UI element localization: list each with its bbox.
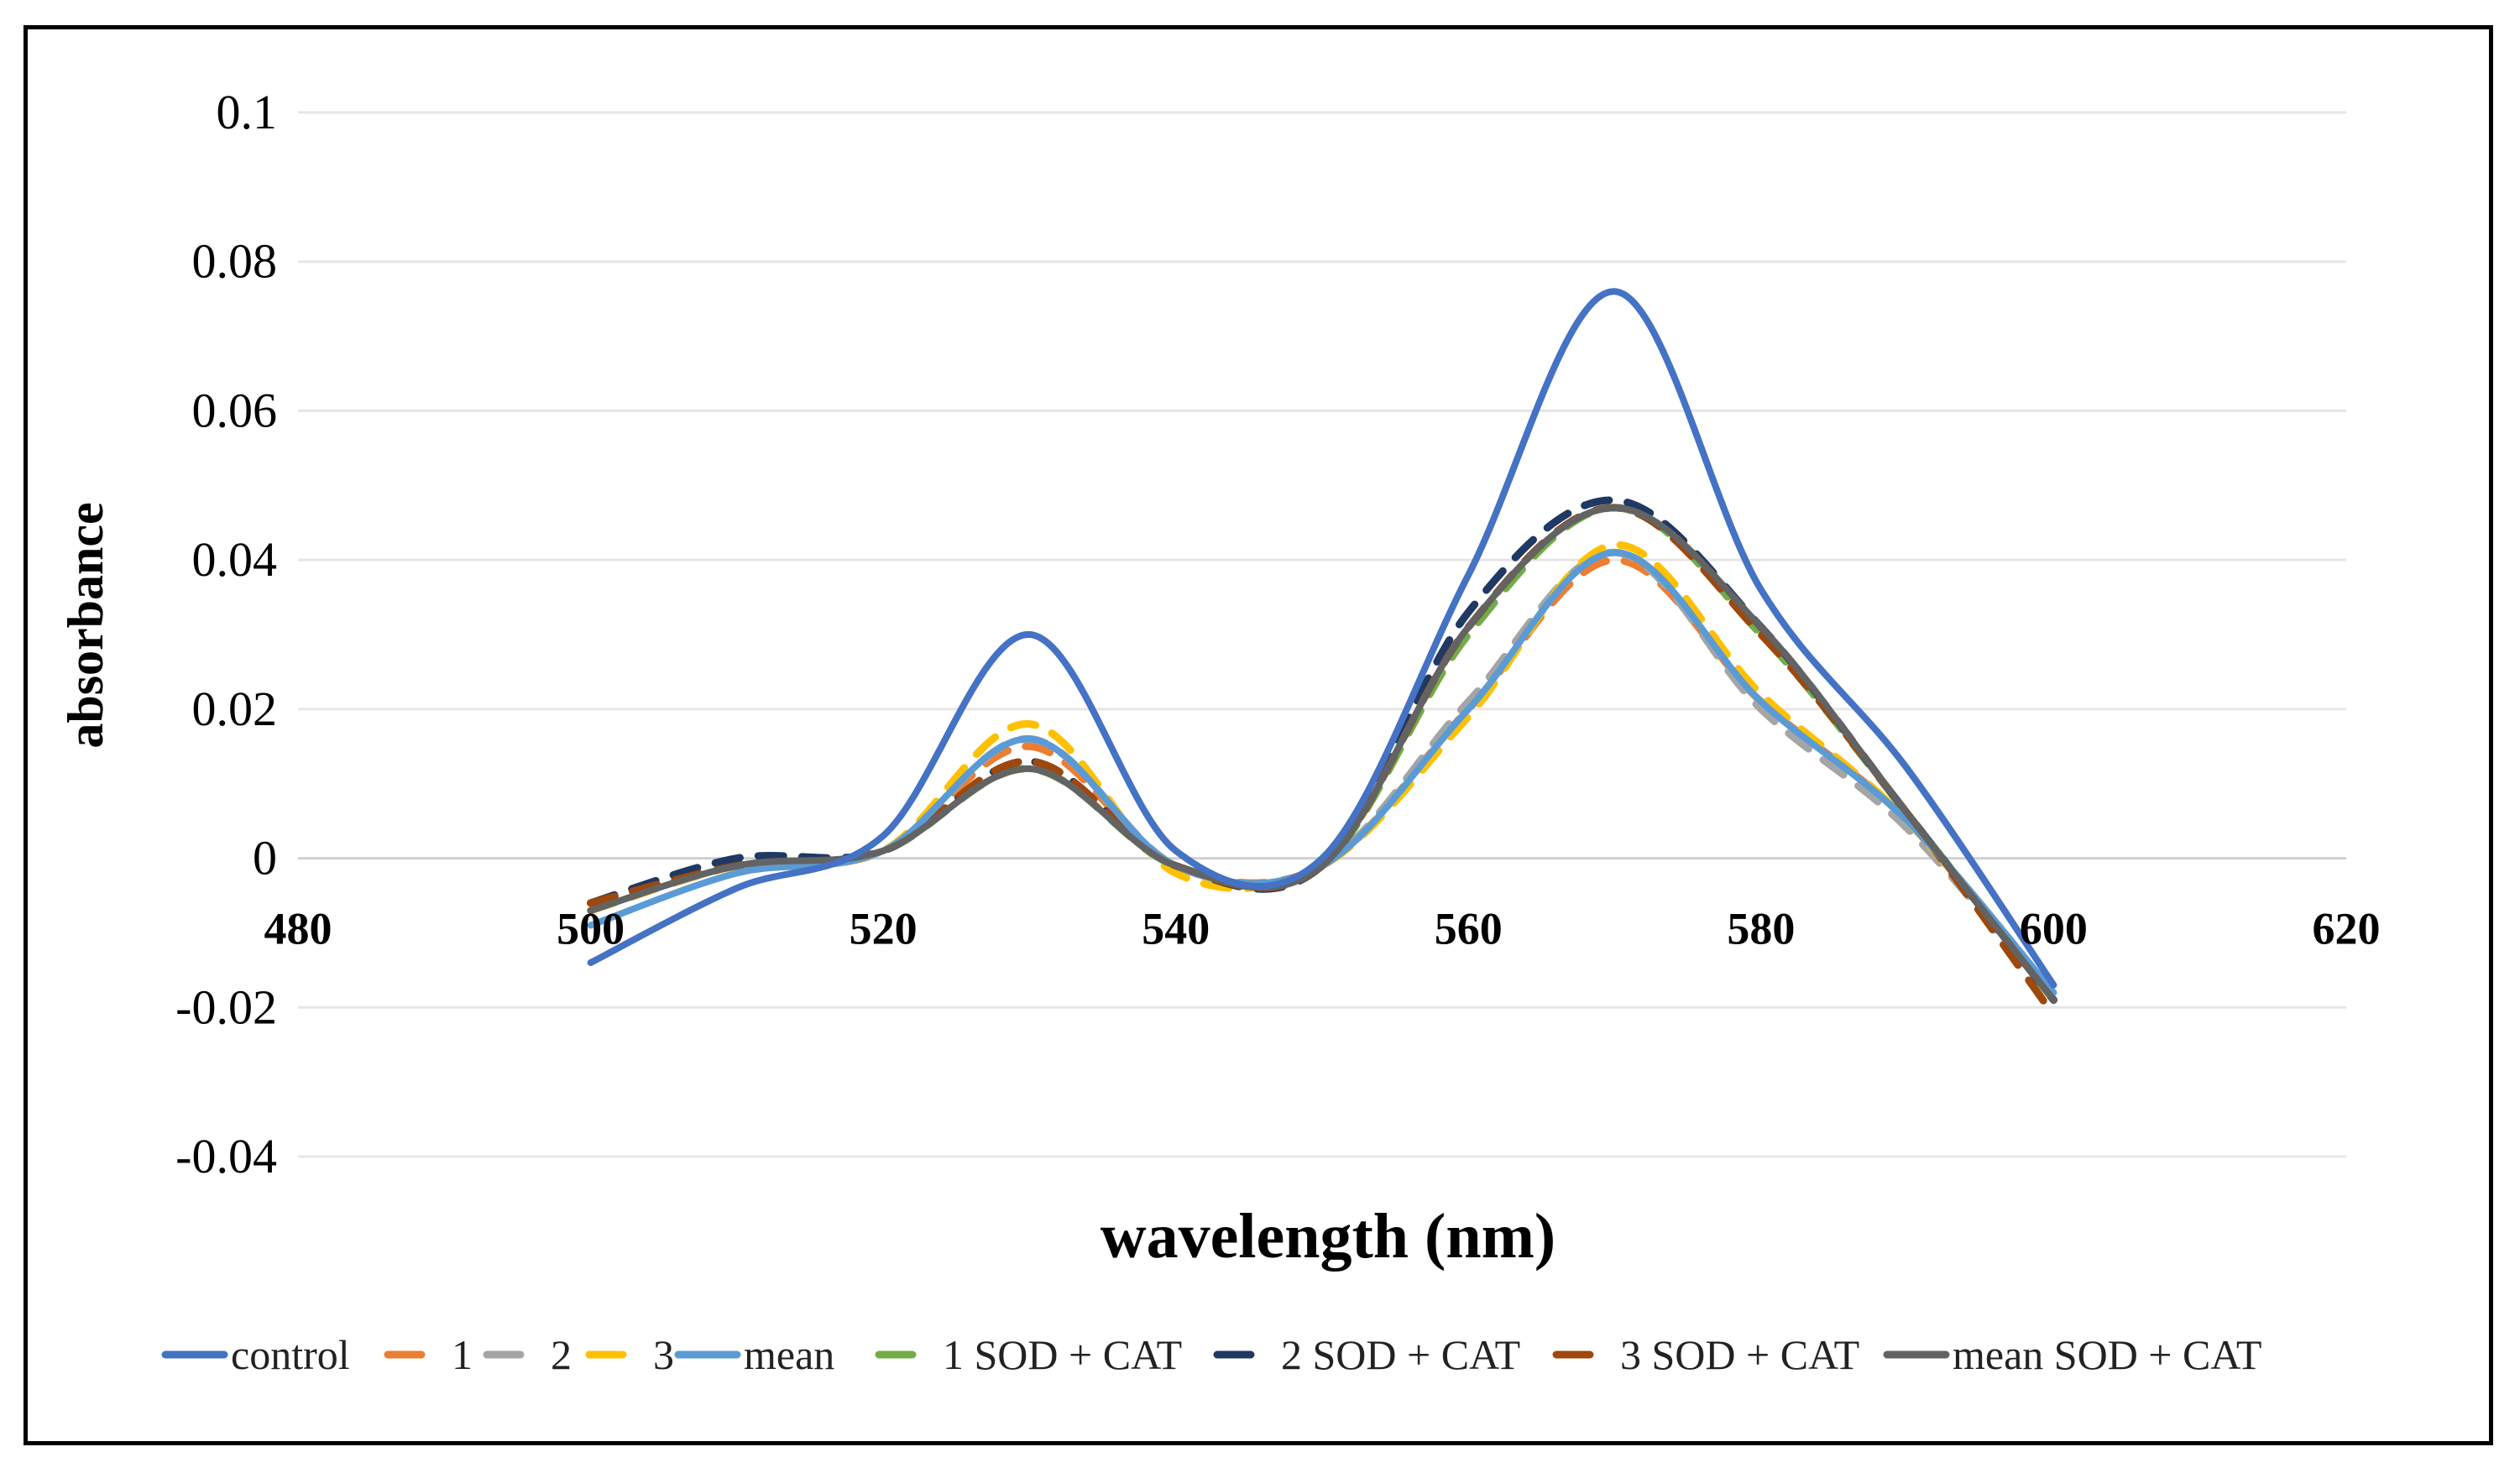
series-lines (587, 288, 2057, 1019)
y-tick-label: 0.1 (217, 85, 278, 139)
x-tick-label: 620 (2313, 904, 2381, 954)
legend-label: 1 (452, 1331, 473, 1378)
y-axis-title: absorbance (58, 502, 113, 748)
y-tick-label: 0.06 (192, 383, 278, 437)
legend-label: 2 SOD + CAT (1281, 1331, 1520, 1378)
x-tick-label: 480 (264, 904, 332, 954)
legend-label: 1 SOD + CAT (943, 1331, 1182, 1378)
y-tick-labels: -0.04 -0.02 0 0.02 0.04 0.06 0.08 0.1 (175, 85, 277, 1183)
y-tick-label: -0.04 (175, 1129, 277, 1183)
series-line-2 (587, 548, 2057, 1004)
legend-label: mean SOD + CAT (1953, 1331, 2261, 1378)
series-line-1 (587, 556, 2057, 1004)
y-tick-label: 0.02 (192, 682, 278, 736)
legend-label: 3 (653, 1331, 674, 1378)
x-tick-label: 500 (557, 904, 625, 954)
gridlines (298, 111, 2346, 1158)
series-line-control (587, 288, 2057, 989)
x-tick-label: 540 (1142, 904, 1210, 954)
legend-label: 2 (551, 1331, 572, 1378)
series-line-2-sod-cat (587, 496, 2057, 1004)
y-tick-label: 0.04 (192, 532, 278, 587)
legend-label: 3 SOD + CAT (1620, 1331, 1859, 1378)
x-tick-labels: 480 500 520 540 560 580 600 620 (264, 904, 2381, 954)
x-axis-title: wavelength (nm) (1101, 1201, 1556, 1272)
legend: control 1 2 3 mean 1 SOD + CAT 2 SOD + CAT 3 SO… (161, 1331, 2261, 1378)
x-tick-label: 520 (850, 904, 918, 954)
y-tick-label: -0.02 (175, 979, 277, 1034)
legend-label: control (231, 1331, 350, 1378)
x-tick-label: 560 (1435, 904, 1503, 954)
y-tick-label: 0.08 (192, 234, 278, 289)
series-line-mean-sod-cat (587, 504, 2057, 1004)
x-tick-label: 580 (1727, 904, 1795, 954)
x-tick-label: 600 (2020, 904, 2088, 954)
legend-label: mean (744, 1331, 834, 1378)
y-tick-label: 0 (253, 831, 277, 885)
